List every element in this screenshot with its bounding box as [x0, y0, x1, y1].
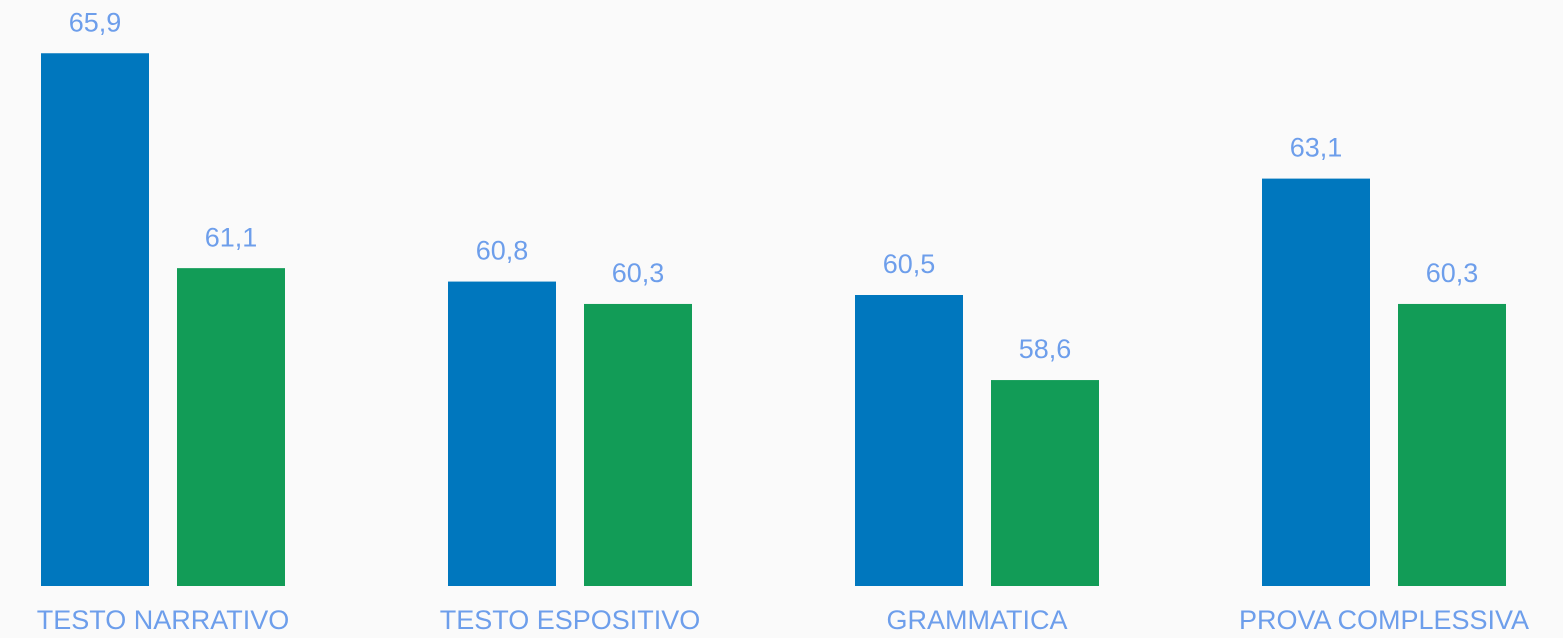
- bar: [177, 268, 285, 586]
- x-tick-label: TESTO NARRATIVO: [37, 605, 290, 635]
- data-label: 60,8: [476, 236, 529, 266]
- bar: [991, 380, 1099, 586]
- x-tick-label: TESTO ESPOSITIVO: [440, 605, 701, 635]
- data-label: 60,3: [1426, 258, 1479, 288]
- data-label: 61,1: [205, 222, 258, 252]
- data-label: 60,5: [883, 249, 936, 279]
- bar: [448, 281, 556, 586]
- data-label: 63,1: [1290, 133, 1343, 163]
- data-label: 60,3: [612, 258, 665, 288]
- bar: [855, 295, 963, 586]
- bar: [584, 303, 692, 586]
- bar: [1262, 178, 1370, 586]
- bar: [1398, 303, 1506, 586]
- data-label: 58,6: [1019, 334, 1072, 364]
- bar: [41, 53, 149, 586]
- x-tick-label: PROVA COMPLESSIVA: [1239, 605, 1529, 635]
- data-label: 65,9: [69, 7, 122, 37]
- x-tick-label: GRAMMATICA: [887, 605, 1068, 635]
